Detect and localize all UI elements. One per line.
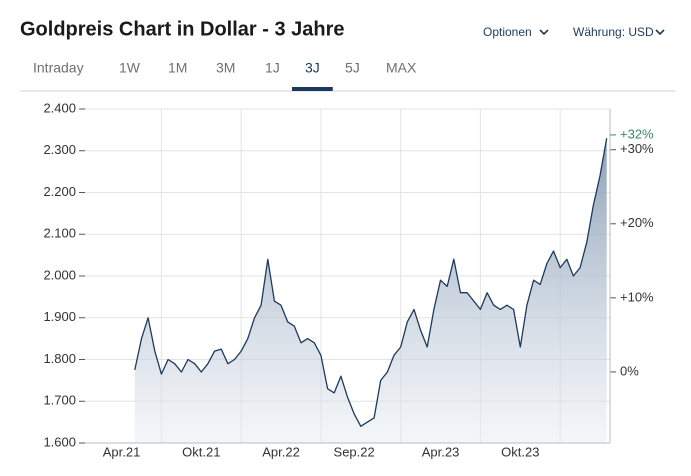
x-tick-label: Okt.21 [182,444,220,459]
x-tick-label: Apr.22 [262,444,300,459]
y2-tick-label: 0% [620,363,639,378]
x-tick-label: Apr.21 [103,444,141,459]
y-tick-label: 2.300 [43,142,76,157]
chevron [539,29,549,36]
x-tick-label: Apr.23 [422,444,460,459]
y-tick-label: 2.000 [43,267,76,282]
options-button[interactable]: Optionen [483,25,532,39]
tab[interactable]: 1M [168,60,187,76]
active-tab-indicator [292,87,333,91]
y-tick-label: 1.600 [43,434,76,449]
y-tick-label: 2.200 [43,184,76,199]
x-tick-label: Sep.22 [334,444,375,459]
chevron [655,29,665,36]
price-line [134,138,608,427]
tab[interactable]: 1W [119,60,141,76]
plot: 1.600 1.700 1.800 1.900 2.000 2.100 2.200 2.300… [43,100,654,459]
y-tick-label: 1.900 [43,309,76,324]
area [134,138,607,443]
currency-button[interactable]: Währung: USD [573,25,654,39]
y2-tick-label: +20% [620,215,654,230]
tab[interactable]: 3M [216,60,235,76]
y2-tick-label: +10% [620,289,654,304]
y-tick-label: 1.800 [43,351,76,366]
current-change-label: +32% [620,126,654,141]
y-tick-label: 2.100 [43,226,76,241]
y-tick-label: 1.700 [43,393,76,408]
y-tick-label: 2.400 [43,100,76,115]
chart-title: Goldpreis Chart in Dollar - 3 Jahre [20,18,345,40]
tab[interactable]: 5J [345,60,360,76]
tab[interactable]: Intraday [33,60,84,76]
x-tick-label: Okt.23 [501,444,539,459]
tab[interactable]: 3J [305,60,320,76]
y2-tick-label: +30% [620,141,654,156]
tab-bar: Intraday 1W 1M 3M 1J 3J 5J MAX [33,60,417,91]
tab[interactable]: 1J [265,60,280,76]
tab[interactable]: MAX [386,60,417,76]
